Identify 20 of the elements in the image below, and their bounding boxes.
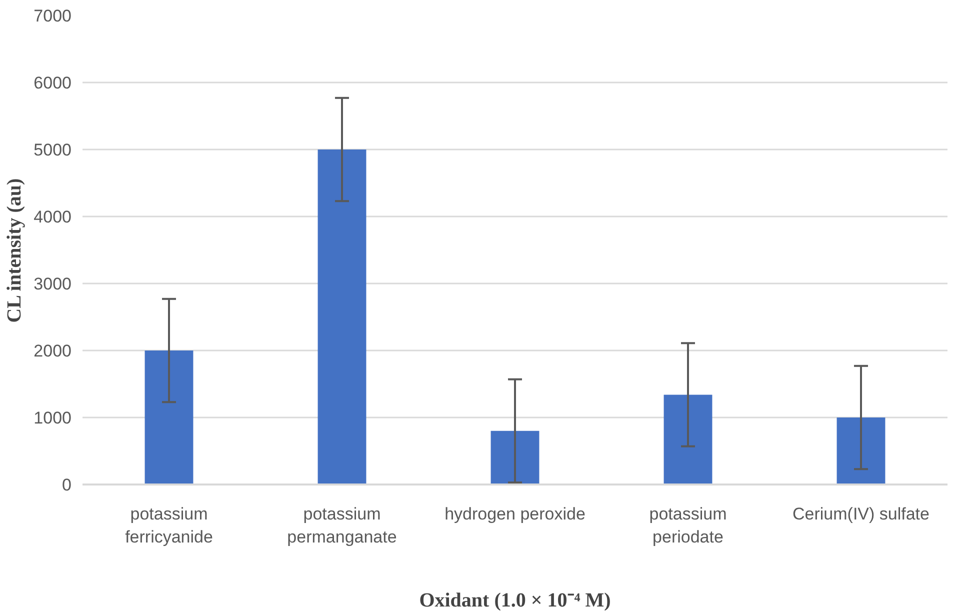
y-tick-label: 4000: [34, 208, 72, 226]
y-tick-label: 2000: [34, 342, 72, 360]
bar: [664, 394, 712, 484]
x-tick-label: hydrogen peroxide: [444, 504, 586, 524]
bar: [490, 430, 540, 484]
x-tick-label: potassium periodate: [649, 504, 727, 546]
bar: [836, 418, 886, 484]
y-axis-title: CL intensity (au): [4, 178, 26, 323]
bar: [144, 350, 194, 484]
y-tick-label: 5000: [34, 140, 72, 160]
x-axis-title: Oxidant (1.0 × 10⁻⁴ M): [419, 589, 611, 612]
bar: [318, 150, 366, 484]
y-tick-label: 1000: [34, 408, 72, 428]
x-tick-label: potassium ferricyanide: [125, 504, 213, 546]
y-tick-label: 7000: [34, 6, 72, 26]
y-tick-label: 3000: [34, 274, 72, 294]
y-tick-label: 0: [62, 476, 72, 494]
x-tick-label: potassium permanganate: [287, 504, 397, 546]
x-tick-label: Cerium(IV) sulfate: [792, 504, 930, 524]
y-tick-label: 6000: [34, 74, 72, 92]
